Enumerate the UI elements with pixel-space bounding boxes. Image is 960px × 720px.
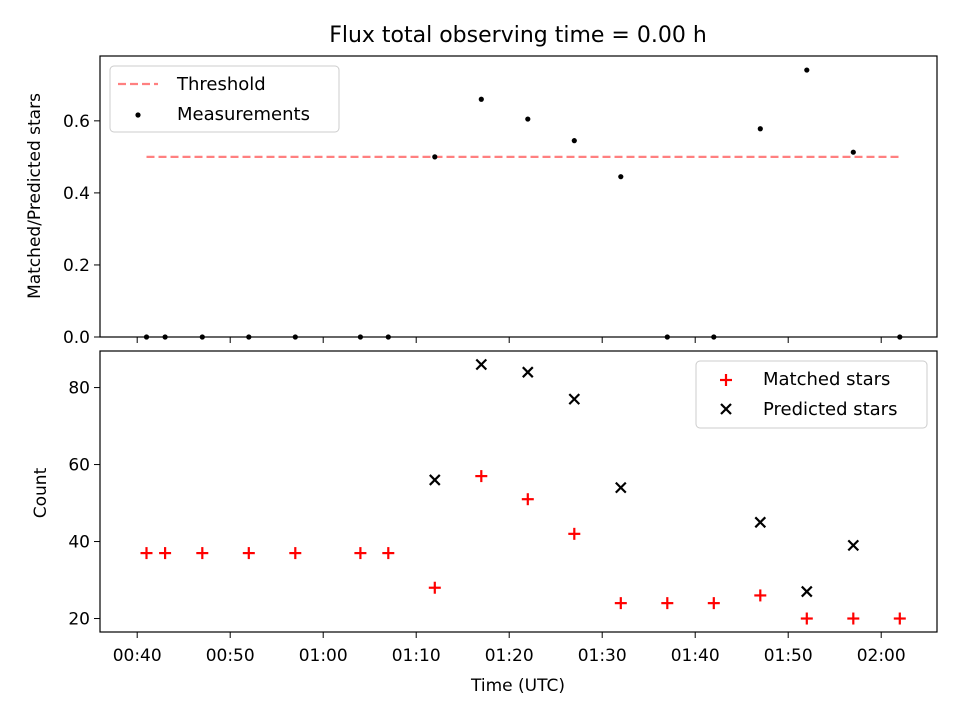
legend-matched-label: Matched stars (763, 369, 890, 390)
measurement-point (850, 149, 856, 155)
bottom-x-axis-label: Time (UTC) (470, 676, 565, 696)
predicted-star-point (615, 481, 627, 494)
predicted-star-point (847, 539, 860, 552)
predicted-star-point (754, 516, 767, 529)
matched-star-point (847, 612, 860, 625)
top-y-tick-label: 0.0 (63, 328, 90, 348)
matched-star-point (354, 547, 367, 560)
top-y-tick-label: 0.6 (63, 112, 90, 132)
x-tick-label: 01:20 (485, 646, 534, 666)
bottom-y-axis-label: Count (31, 467, 51, 518)
matched-star-point (242, 547, 255, 560)
bottom-legend-box (695, 360, 928, 429)
top-title: Flux total observing time = 0.00 h (329, 23, 707, 48)
matched-star-point (159, 547, 172, 560)
top-axes-frame (99, 55, 938, 338)
x-tick-label: 01:00 (299, 646, 348, 666)
measurement-point (618, 174, 624, 180)
legend-predicted-label: Predicted stars (763, 399, 897, 420)
x-tick-label: 01:30 (578, 646, 627, 666)
matched-star-point (521, 493, 534, 506)
legend-measurements-marker (135, 112, 141, 118)
matched-star-point (661, 597, 674, 610)
bottom-y-tick-label: 40 (68, 533, 90, 553)
top-legend: Threshold Measurements (109, 65, 340, 133)
matched-star-point (428, 581, 441, 594)
matched-star-point (893, 612, 906, 625)
matched-star-point (382, 547, 395, 560)
matched-star-point (196, 547, 209, 560)
x-tick-label: 01:50 (764, 646, 813, 666)
measurement-point (478, 96, 484, 102)
matched-star-point (475, 470, 488, 483)
matched-star-point (707, 597, 720, 610)
matched-star-point (568, 527, 581, 540)
x-tick-label: 02:00 (857, 646, 906, 666)
top-y-tick-label: 0.4 (63, 184, 90, 204)
predicted-star-point (475, 358, 488, 371)
measurement-point (432, 154, 438, 160)
predicted-star-point (522, 366, 534, 378)
predicted-star-point (568, 393, 581, 405)
matched-star-point (140, 547, 153, 560)
legend-threshold-label: Threshold (176, 74, 266, 95)
legend-predicted-marker (720, 403, 732, 415)
x-tick-label: 01:10 (392, 646, 441, 666)
measurement-point (804, 67, 810, 73)
measurement-point (571, 138, 577, 144)
matched-star-point (614, 597, 627, 610)
matched-star-point (289, 547, 302, 560)
top-y-tick-label: 0.2 (63, 256, 90, 276)
bottom-y-tick-label: 20 (68, 610, 90, 630)
top-y-axis-label: Matched/Predicted stars (25, 93, 45, 299)
measurement-point (525, 116, 531, 122)
matched-star-point (800, 612, 813, 625)
x-tick-label: 00:40 (113, 646, 162, 666)
top-legend-box (109, 65, 340, 133)
bottom-y-tick-label: 60 (68, 456, 90, 476)
bottom-axes-frame (99, 350, 938, 633)
top-panel: Flux total observing time = 0.00 h Match… (25, 23, 938, 348)
matched-star-point (754, 589, 767, 602)
bottom-y-tick-label: 80 (68, 379, 90, 399)
measurement-point (757, 126, 763, 132)
x-tick-label: 01:40 (671, 646, 720, 666)
bottom-panel: Count Time (UTC) 20 40 60 80 00:40 00:50 01:0… (31, 350, 938, 696)
legend-matched-marker (720, 374, 732, 386)
predicted-star-point (801, 585, 813, 598)
predicted-star-point (429, 474, 441, 486)
x-tick-label: 00:50 (206, 646, 255, 666)
legend-measurements-label: Measurements (177, 104, 310, 125)
bottom-legend: Matched stars Predicted stars (695, 360, 928, 429)
